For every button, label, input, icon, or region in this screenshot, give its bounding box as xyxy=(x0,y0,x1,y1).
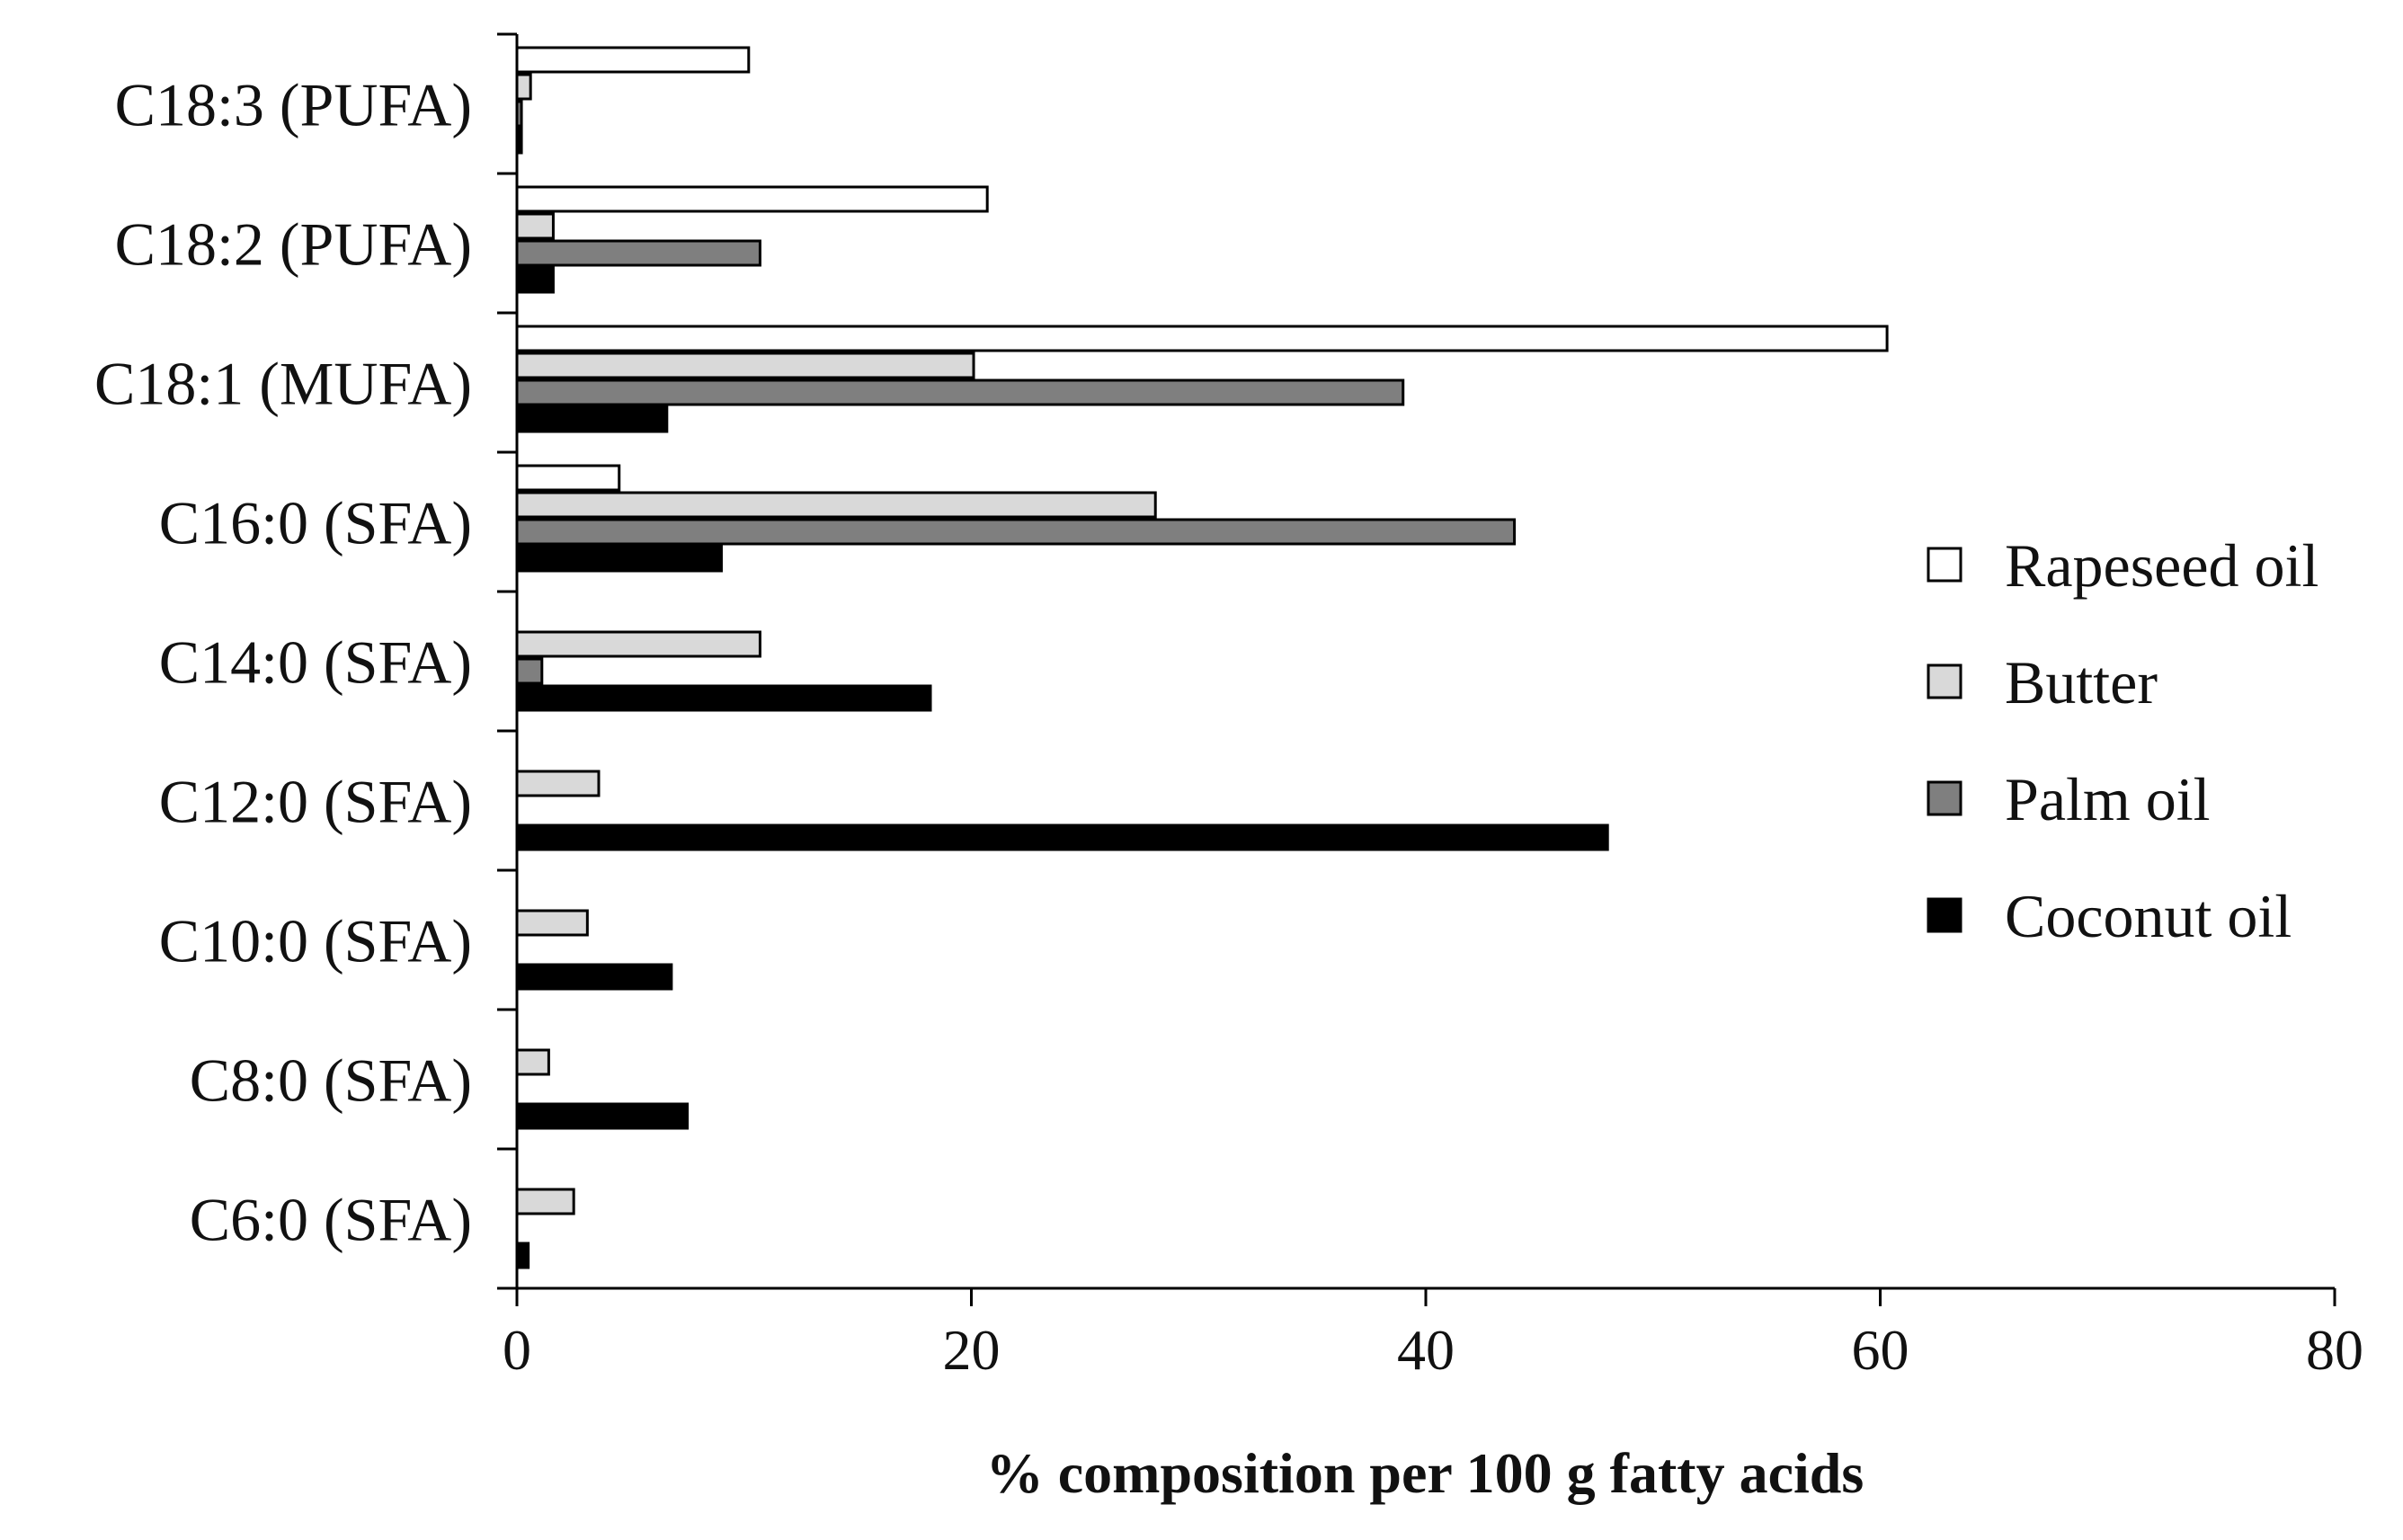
bar-butter-8 xyxy=(515,1188,575,1215)
category-label: C6:0 (SFA) xyxy=(190,1186,472,1254)
category-label: C18:3 (PUFA) xyxy=(115,71,472,139)
legend-swatch-rapeseed-oil xyxy=(1927,547,1962,583)
legend-swatch-coconut-oil xyxy=(1927,897,1962,933)
bars-layer xyxy=(515,46,1889,1269)
bar-rapeseed-oil-2 xyxy=(515,325,1889,352)
bar-palm-oil-1 xyxy=(515,239,761,267)
bar-butter-4 xyxy=(515,630,761,658)
bar-palm-oil-2 xyxy=(515,378,1405,406)
bar-butter-6 xyxy=(515,909,589,937)
bar-rapeseed-oil-0 xyxy=(515,46,751,74)
x-axis-title: % composition per 100 g fatty acids xyxy=(986,1441,1865,1505)
bar-coconut-oil-8 xyxy=(515,1242,530,1269)
bar-coconut-oil-6 xyxy=(515,963,673,991)
category-label: C10:0 (SFA) xyxy=(159,907,472,975)
axes-layer xyxy=(497,32,2336,1306)
bar-palm-oil-3 xyxy=(515,518,1517,546)
category-label: C18:2 (PUFA) xyxy=(115,210,472,279)
bar-coconut-oil-1 xyxy=(515,266,555,294)
bar-rapeseed-oil-1 xyxy=(515,185,989,213)
bar-rapeseed-oil-3 xyxy=(515,464,621,492)
x-tick-label: 40 xyxy=(1397,1318,1455,1382)
legend-label: Rapeseed oil xyxy=(2005,531,2318,600)
bar-coconut-oil-2 xyxy=(515,405,669,433)
bar-coconut-oil-3 xyxy=(515,545,723,573)
legend: Rapeseed oil Butter Palm oil Coconut oil xyxy=(1927,531,2318,950)
bar-butter-2 xyxy=(515,352,975,379)
legend-swatch-palm-oil xyxy=(1927,780,1962,816)
bar-butter-7 xyxy=(515,1048,550,1076)
x-tick-label: 0 xyxy=(503,1318,531,1382)
category-label: C12:0 (SFA) xyxy=(159,768,472,836)
legend-label: Coconut oil xyxy=(2005,882,2292,950)
x-tick-label: 80 xyxy=(2306,1318,2363,1382)
x-tick-label: 20 xyxy=(943,1318,1001,1382)
category-label: C14:0 (SFA) xyxy=(159,628,472,697)
labels-layer: 0 20 40 60 80 C18:3 (PUFA) C18:2 (PUFA) C18:1 (… xyxy=(94,71,2363,1383)
category-label: C18:1 (MUFA) xyxy=(94,350,472,418)
bar-butter-3 xyxy=(515,491,1157,519)
x-tick-label: 60 xyxy=(1852,1318,1909,1382)
bar-butter-5 xyxy=(515,770,601,797)
bar-coconut-oil-7 xyxy=(515,1102,690,1130)
legend-label: Palm oil xyxy=(2005,765,2211,833)
category-label: C16:0 (SFA) xyxy=(159,489,472,557)
bar-butter-0 xyxy=(515,73,532,101)
bar-coconut-oil-5 xyxy=(515,823,1609,851)
bar-butter-1 xyxy=(515,212,555,240)
bar-coconut-oil-4 xyxy=(515,684,932,712)
bar-palm-oil-4 xyxy=(515,657,544,685)
legend-swatch-butter xyxy=(1927,663,1962,699)
legend-label: Butter xyxy=(2005,648,2158,717)
category-label: C8:0 (SFA) xyxy=(190,1046,472,1115)
